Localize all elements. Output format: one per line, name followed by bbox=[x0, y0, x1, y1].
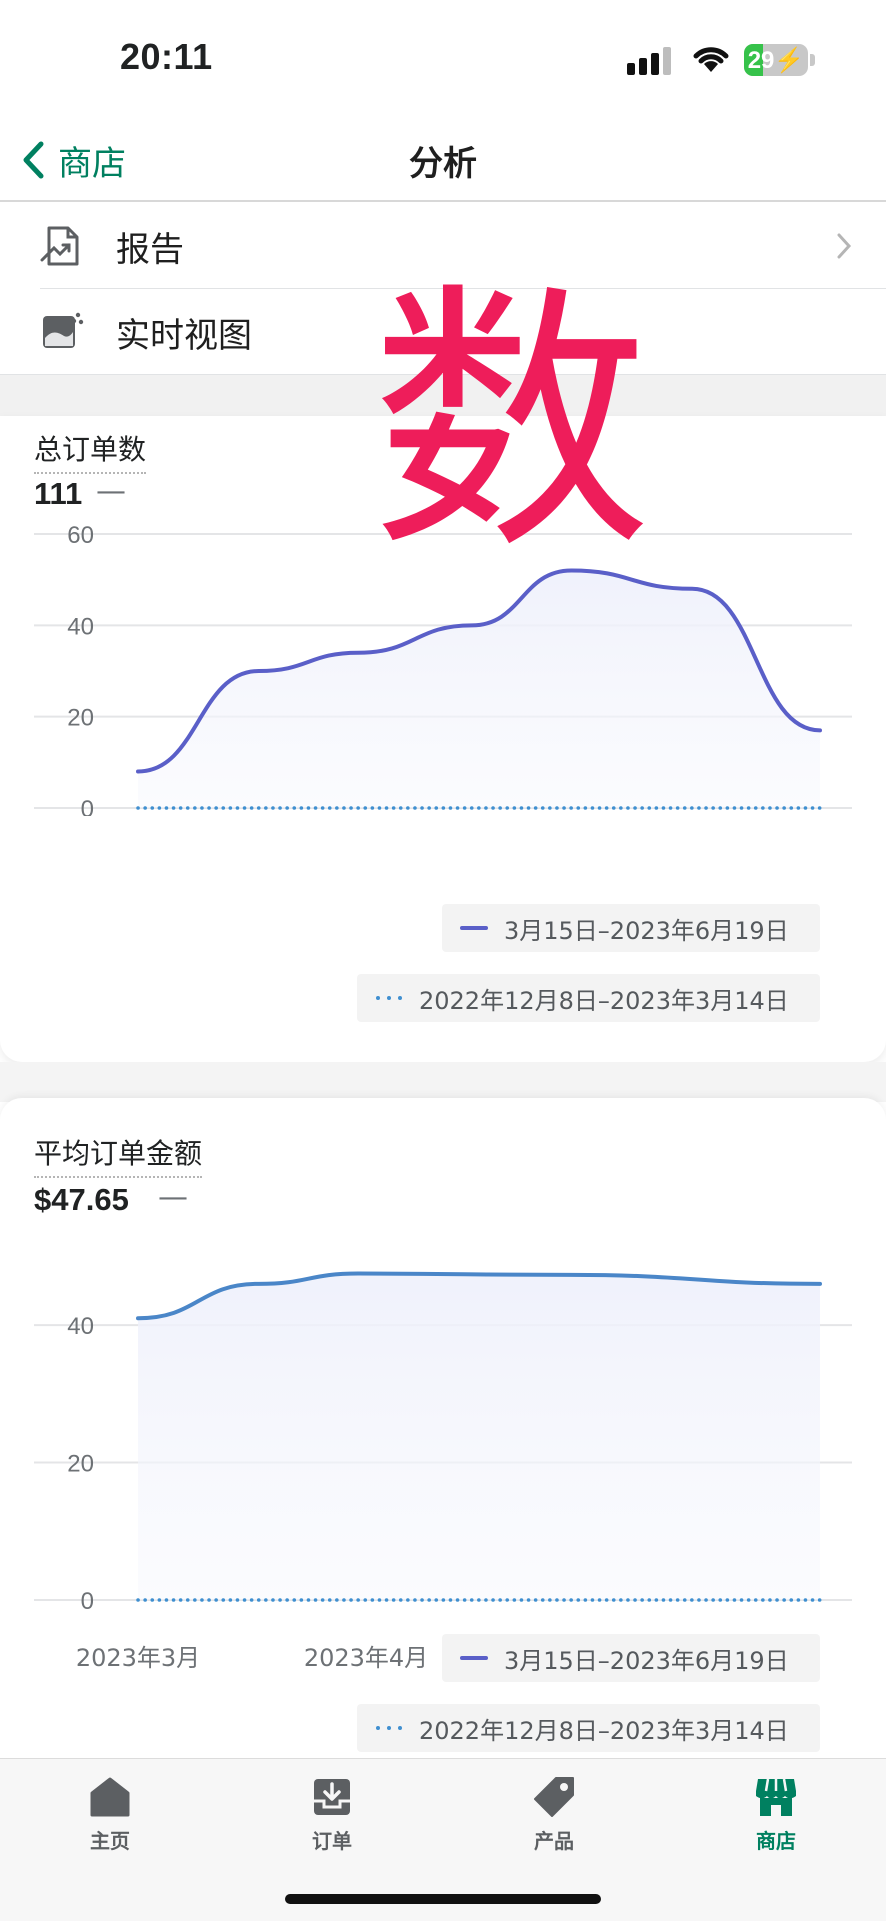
solid-line-swatch bbox=[460, 926, 488, 930]
battery-level: 29 bbox=[747, 47, 775, 74]
live-view-icon bbox=[43, 312, 84, 348]
menu-item-label: 报告 bbox=[116, 229, 184, 270]
legend-item-previous: 2022年12月8日–2023年3月14日 bbox=[357, 1704, 820, 1752]
battery-icon: 29⚡ bbox=[744, 44, 808, 76]
menu-item-live-view[interactable]: 实时视图 bbox=[0, 290, 886, 374]
report-icon bbox=[40, 226, 79, 266]
dotted-line-swatch bbox=[376, 996, 402, 1000]
menu-item-reports[interactable]: 报告 bbox=[0, 204, 886, 288]
y-tick-label: 20 bbox=[67, 705, 94, 732]
tab-home[interactable]: 主页 bbox=[50, 1775, 170, 1854]
status-time: 20:11 bbox=[120, 36, 213, 77]
total-orders-chart: 02040602023年3月2023年4月2023年5月 bbox=[34, 522, 852, 816]
home-icon bbox=[90, 1777, 130, 1817]
legend-label: 3月15日–2023年6月19日 bbox=[504, 916, 789, 945]
tab-label: 商店 bbox=[756, 1829, 796, 1853]
chevron-right-icon bbox=[837, 233, 852, 259]
watermark-text: 数 bbox=[371, 261, 651, 570]
tab-label: 产品 bbox=[534, 1829, 574, 1853]
y-tick-label: 40 bbox=[67, 1313, 94, 1340]
wifi-icon bbox=[693, 47, 729, 72]
y-tick-label: 20 bbox=[67, 1451, 94, 1478]
legend-label: 2022年12月8日–2023年3月14日 bbox=[419, 1716, 789, 1745]
solid-line-swatch bbox=[460, 1656, 488, 1660]
chevron-left-icon bbox=[23, 141, 44, 179]
legend-label: 2022年12月8日–2023年3月14日 bbox=[419, 986, 789, 1015]
metric-value: $47.65 bbox=[34, 1182, 129, 1217]
x-tick-label: 2023年4月 bbox=[304, 1644, 428, 1672]
average-order-value-chart: 020402023年3月2023年4月2023年5月 bbox=[34, 1271, 852, 1672]
series-area bbox=[138, 570, 820, 808]
metric-change: — bbox=[158, 1180, 188, 1215]
cellular-signal-icon bbox=[627, 47, 675, 75]
metric-change: — bbox=[96, 474, 126, 509]
status-bar: 20:11 29⚡ bbox=[0, 0, 886, 120]
back-label: 商店 bbox=[58, 143, 126, 184]
tab-products[interactable]: 产品 bbox=[494, 1775, 614, 1854]
legend-item-current: 3月15日–2023年6月19日 bbox=[442, 904, 820, 952]
navigation-bar: 商店 分析 bbox=[0, 120, 886, 202]
metric-title[interactable]: 平均订单金额 bbox=[34, 1132, 203, 1178]
tab-label: 订单 bbox=[312, 1829, 352, 1853]
divider bbox=[40, 288, 886, 289]
legend-item-current: 3月15日–2023年6月19日 bbox=[442, 1634, 820, 1682]
series-line-current bbox=[136, 1271, 822, 1321]
y-tick-label: 60 bbox=[67, 522, 94, 549]
tag-icon bbox=[534, 1777, 574, 1817]
store-icon bbox=[756, 1778, 796, 1816]
metric-card-average-order-value: 平均订单金额 $47.65 — 020402023年3月2023年4月2023年… bbox=[0, 1098, 886, 1758]
y-tick-label: 0 bbox=[81, 796, 94, 816]
dotted-line-swatch bbox=[376, 1726, 402, 1730]
tab-bar: 主页 订单 产品 商店 bbox=[0, 1758, 886, 1921]
page-title: 分析 bbox=[409, 144, 477, 184]
y-tick-label: 0 bbox=[81, 1588, 94, 1615]
series-line-current bbox=[136, 568, 822, 774]
watermark-character: 数 bbox=[371, 261, 651, 570]
menu-item-label: 实时视图 bbox=[116, 315, 252, 356]
series-area bbox=[138, 1273, 820, 1600]
home-indicator bbox=[285, 1894, 601, 1904]
tab-store[interactable]: 商店 bbox=[716, 1775, 836, 1854]
orders-icon bbox=[314, 1779, 350, 1815]
y-tick-label: 40 bbox=[67, 613, 94, 640]
section-separator bbox=[0, 374, 886, 419]
card-gap bbox=[0, 1062, 886, 1102]
tab-label: 主页 bbox=[90, 1829, 130, 1853]
legend-item-previous: 2022年12月8日–2023年3月14日 bbox=[357, 974, 820, 1022]
metric-card-total-orders: 总订单数 111 — 02040602023年3月2023年4月2023年5月 … bbox=[0, 416, 886, 1062]
legend-label: 3月15日–2023年6月19日 bbox=[504, 1646, 789, 1675]
tab-orders[interactable]: 订单 bbox=[272, 1775, 392, 1854]
metric-value: 111 bbox=[34, 476, 83, 511]
x-tick-label: 2023年3月 bbox=[76, 1644, 200, 1672]
back-button[interactable]: 商店 bbox=[22, 132, 126, 188]
metric-title[interactable]: 总订单数 bbox=[34, 428, 147, 474]
